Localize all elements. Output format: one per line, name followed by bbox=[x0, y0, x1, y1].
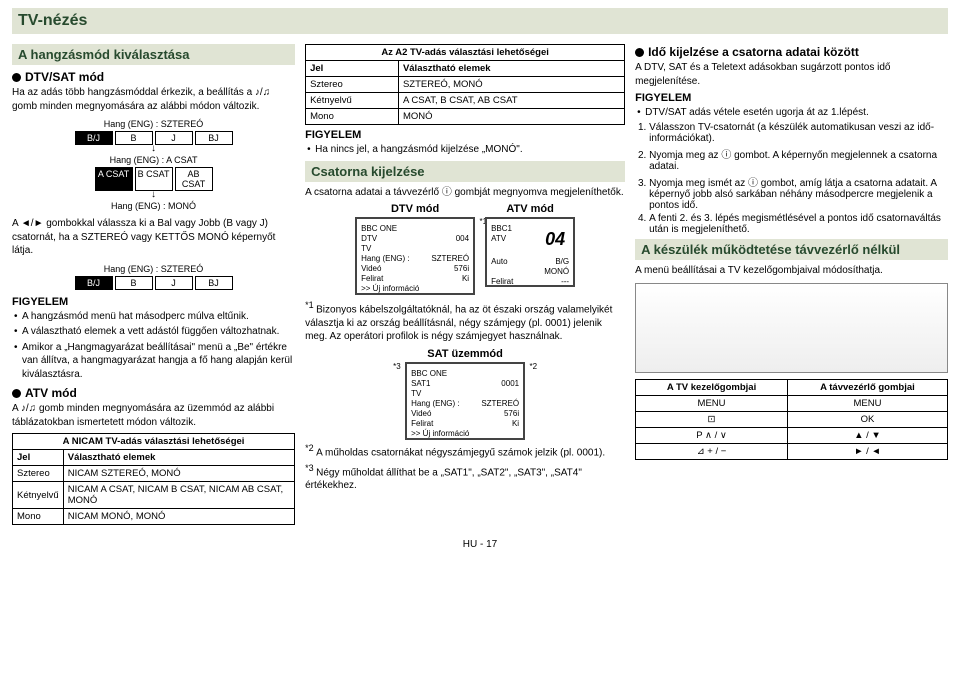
sat-mode-label: SAT üzemmód bbox=[305, 348, 625, 360]
dtv-mode-label: DTV mód bbox=[355, 203, 475, 215]
time-display-header: Idő kijelzése a csatorna adatai között bbox=[635, 45, 948, 59]
warning-item: Ha nincs jel, a hangzásmód kijelzése „MO… bbox=[305, 143, 625, 157]
step-item: Nyomja meg ismét az ⓘ gombot, amíg látja… bbox=[649, 174, 948, 211]
step-item: Nyomja meg az ⓘ gombot. A képernyőn megj… bbox=[649, 146, 948, 172]
dtv-intro: Ha az adás több hangzásmóddal érkezik, a… bbox=[12, 86, 295, 113]
page-title: TV-nézés bbox=[12, 8, 948, 34]
step-item: A fenti 2. és 3. lépés megismétlésével a… bbox=[649, 213, 948, 235]
atv-intro: A ♪/♫ gomb minden megnyomására az üzemmó… bbox=[12, 402, 295, 429]
warning-item: A hangzásmód menü hat másodperc múlva el… bbox=[12, 310, 295, 324]
warning-header: FIGYELEM bbox=[635, 92, 948, 104]
col-right: Idő kijelzése a csatorna adatai között A… bbox=[635, 40, 948, 529]
controls-table: A TV kezelőgombjaiA távvezérlő gombjai M… bbox=[635, 379, 948, 460]
footnote-1: *1 Bizonyos kábelszolgáltatóknál, ha az … bbox=[305, 299, 625, 344]
step-item: Válasszon TV-csatornát (a készülék autom… bbox=[649, 122, 948, 144]
col-mid: Az A2 TV-adás választási lehetőségei Jel… bbox=[305, 40, 625, 529]
channel-intro: A csatorna adatai a távvezérlő ⓘ gombját… bbox=[305, 186, 625, 200]
dtv-screen: *1 BBC ONE DTV004 TV Hang (ENG) :SZTEREÓ… bbox=[355, 217, 475, 295]
dtv-sat-mode-header: DTV/SAT mód bbox=[12, 70, 295, 84]
tv-device-illustration bbox=[635, 283, 948, 373]
sat-screen: *3 *2 BBC ONE SAT10001 TV Hang (ENG) :SZ… bbox=[405, 362, 525, 440]
mode-cycle-diagram: Hang (ENG) : SZTEREÓ B/J B J BJ ↓ Hang (… bbox=[69, 119, 239, 211]
time-intro: A DTV, SAT és a Teletext adásokban sugár… bbox=[635, 61, 948, 88]
footnote-3: *3 Négy műholdat állíthat be a „SAT1", „… bbox=[305, 462, 625, 493]
steps-list: Válasszon TV-csatornát (a készülék autom… bbox=[635, 122, 948, 235]
warning-header: FIGYELEM bbox=[12, 296, 295, 308]
footnote-2: *2 A műholdas csatornákat négyszámjegyű … bbox=[305, 442, 625, 460]
warning-header: FIGYELEM bbox=[305, 129, 625, 141]
noremote-text: A menü beállításai a TV kezelőgombjaival… bbox=[635, 264, 948, 278]
nav-instruction: A ◄/► gombokkal válassza ki a Bal vagy J… bbox=[12, 217, 295, 258]
nicam-table: A NICAM TV-adás választási lehetőségei J… bbox=[12, 433, 295, 525]
warning-item: A választható elemek a vett adástól függ… bbox=[12, 325, 295, 339]
a2-table: Az A2 TV-adás választási lehetőségei Jel… bbox=[305, 44, 625, 125]
mode-row-diagram: Hang (ENG) : SZTEREÓ B/J B J BJ bbox=[69, 264, 239, 290]
down-arrow-icon: ↓ bbox=[69, 145, 239, 153]
atv-mode-header: ATV mód bbox=[12, 386, 295, 400]
section-hangzasmod: A hangzásmód kiválasztása bbox=[12, 44, 295, 65]
atv-mode-label: ATV mód bbox=[485, 203, 575, 215]
section-noremote: A készülék működtetése távvezérlő nélkül bbox=[635, 239, 948, 260]
page-footer: HU - 17 bbox=[12, 539, 948, 550]
warning-item: DTV/SAT adás vétele esetén ugorja át az … bbox=[635, 106, 948, 120]
section-csatorna: Csatorna kijelzése bbox=[305, 161, 625, 182]
col-left: A hangzásmód kiválasztása DTV/SAT mód Ha… bbox=[12, 40, 295, 529]
down-arrow-icon: ↓ bbox=[69, 191, 239, 199]
atv-screen: BBC1 ATV 04 AutoB/G MONÓ Felirat--- bbox=[485, 217, 575, 287]
warning-item: Amikor a „Hangmagyarázat beállításai" me… bbox=[12, 341, 295, 382]
